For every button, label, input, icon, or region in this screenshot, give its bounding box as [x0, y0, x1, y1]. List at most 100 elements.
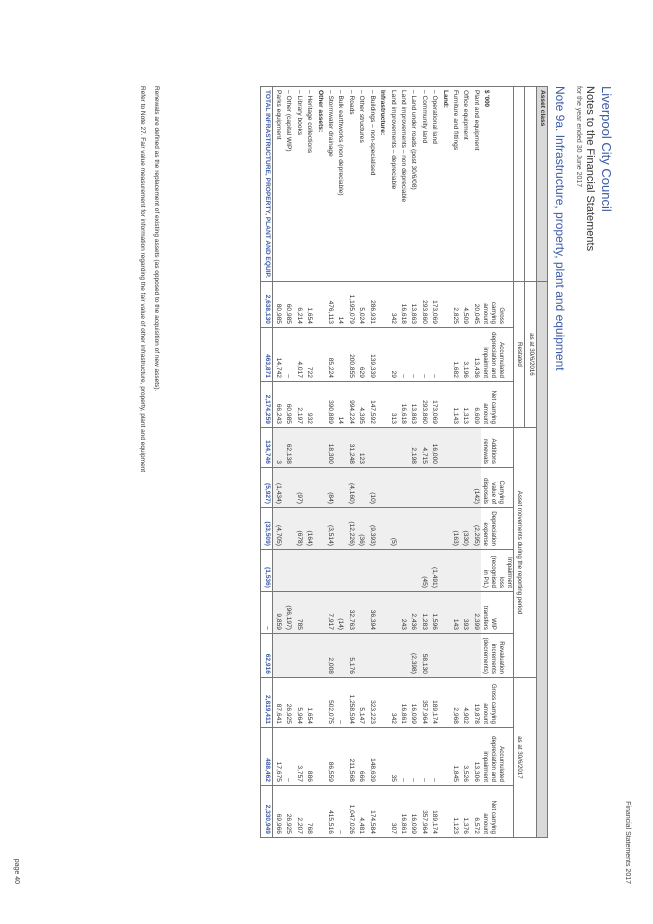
table-cell — [366, 549, 377, 592]
table-cell — [397, 633, 408, 678]
table-cell: 1,845 — [449, 727, 460, 786]
table-cell: 7,917 — [324, 591, 336, 634]
table-cell — [439, 633, 450, 678]
table-row: – Heritage collections 1,654 722 932 (164) 1,… — [303, 86, 315, 838]
table-cell — [470, 427, 481, 468]
table-cell — [449, 427, 460, 468]
table-cell — [439, 427, 450, 468]
table-cell — [418, 507, 429, 550]
table-cell: 80,985 — [272, 281, 284, 328]
table-cell: – — [335, 677, 346, 728]
document-header: Financial Statements 2017 — [624, 801, 631, 884]
table-cell: (5) — [387, 507, 398, 550]
table-cell — [459, 427, 471, 468]
table-cell: 3,196 — [459, 327, 471, 382]
table-row: – Bulk earthworks (non depreciable) 14 14(… — [335, 86, 346, 838]
table-cell: 6,609 — [470, 381, 481, 428]
table-row: Parks equipment 80,985 14,742 66,243 3 (1,434… — [272, 86, 284, 838]
table-cell — [407, 507, 419, 550]
table-row: – Buildings – non-specialised 286,931 139,… — [366, 86, 377, 838]
table-cell — [376, 785, 388, 838]
table-cell: 16,000 — [428, 427, 440, 468]
table-cell: 17,675 — [272, 727, 284, 786]
table-cell: 2,825 — [449, 281, 460, 328]
table-cell: 36,394 — [366, 591, 377, 634]
table-cell — [272, 549, 284, 592]
table-cell — [439, 327, 450, 382]
table-cell — [376, 327, 388, 382]
table-cell: (97) — [293, 467, 304, 508]
table-cell: 18,300 — [324, 427, 336, 468]
table-cell: (12,226) — [345, 507, 356, 550]
table-cell — [376, 677, 388, 728]
table-cell: 5,176 — [345, 633, 356, 678]
table-cell: 2,399 — [470, 591, 481, 634]
row-label: Infrastructure: — [376, 86, 388, 282]
table-cell — [293, 549, 304, 592]
total-cell: 488,462 — [260, 727, 273, 786]
table-cell: 666 — [355, 727, 367, 786]
table-cell: 293,860 — [418, 381, 429, 428]
footnote-fair-value: Refer to Note 27. Fair value measurement… — [139, 86, 146, 473]
table-cell — [387, 549, 398, 592]
table-row: Land: — [439, 86, 450, 838]
column-header: Net carrying amount — [480, 381, 514, 428]
council-name: Liverpool City Council — [599, 86, 614, 212]
table-cell: – — [418, 327, 429, 382]
table-cell: 4,481 — [355, 785, 367, 838]
table-cell: (45) — [418, 549, 429, 592]
table-cell: 26,925 — [283, 677, 294, 728]
table-cell — [376, 591, 388, 634]
row-label: – Library books — [293, 86, 304, 282]
table-cell — [397, 467, 408, 508]
table-cell — [387, 467, 398, 508]
table-cell: 4,902 — [459, 677, 471, 728]
table-cell: 189,174 — [428, 677, 440, 728]
table-row: – Roads 1,195,079 200,855 994,224 31,248 (4,1… — [345, 86, 356, 838]
table-cell — [335, 327, 346, 382]
table-cell: 60,985 — [283, 381, 294, 428]
row-label: – Heritage collections — [303, 86, 315, 282]
table-cell — [376, 727, 388, 786]
table-cell: 6,572 — [470, 785, 481, 838]
table-cell — [283, 549, 294, 592]
column-header: Accumulated depreciation and impairment — [480, 327, 514, 382]
table-row: – Stormwater drainage 476,113 85,224 390,88… — [324, 86, 336, 838]
table-cell: (14) — [335, 591, 346, 634]
table-cell: 86,559 — [324, 727, 336, 786]
table-cell: 173,069 — [428, 281, 440, 328]
table-cell — [293, 427, 304, 468]
table-cell: 3,526 — [459, 727, 471, 786]
column-header: Impairment loss (recognised in P/L) — [480, 549, 514, 592]
table-cell: 5,147 — [355, 677, 367, 728]
table-row: Infrastructure: — [376, 86, 388, 838]
table-cell — [335, 427, 346, 468]
table-cell — [314, 281, 325, 328]
table-cell — [335, 727, 346, 786]
table-cell — [314, 727, 325, 786]
table-cell — [314, 549, 325, 592]
group-2017: as at 30/6/2017 — [513, 677, 537, 838]
table-cell: 16,861 — [397, 677, 408, 728]
table-row: – Library books 6,214 4,017 2,197 (97) (678) 7… — [293, 86, 304, 838]
table-cell: (10) — [366, 467, 377, 508]
total-cell: 2,819,411 — [260, 677, 273, 728]
table-cell: 1,654 — [303, 281, 315, 328]
table-cell — [283, 633, 294, 678]
group-movements: Asset movements during the reporting per… — [513, 427, 537, 678]
table-cell — [387, 427, 398, 468]
table-cell: 1,313 — [459, 381, 471, 428]
total-row: TOTAL INFRASTRUCTURE, PROPERTY, PLANT AN… — [260, 86, 273, 838]
table-cell: 4,395 — [355, 381, 367, 428]
table-cell: (142) — [470, 467, 481, 508]
table-cell — [397, 427, 408, 468]
table-cell: 123 — [355, 427, 367, 468]
table-cell — [376, 381, 388, 428]
table-cell — [303, 549, 315, 592]
table-cell: 307 — [387, 785, 398, 838]
table-row: – Other structures 5,024 629 4,395 123 (36) 5,… — [355, 86, 367, 838]
table-cell: – — [335, 785, 346, 838]
table-cell: 323,223 — [366, 677, 377, 728]
table-row: Land improvements – depreciable 342 29 313(… — [387, 86, 398, 838]
table-cell: (330) — [459, 507, 471, 550]
